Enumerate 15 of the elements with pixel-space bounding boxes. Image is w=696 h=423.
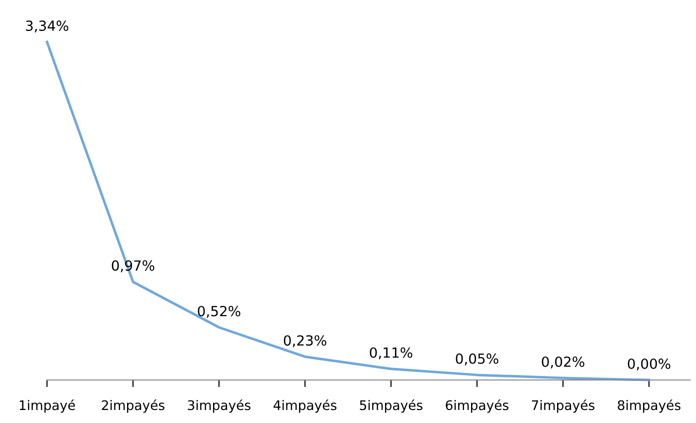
x-tick-label: 4impayés (274, 399, 336, 413)
data-label: 0,52% (198, 306, 240, 318)
x-tick-label: 3impayés (188, 399, 250, 413)
data-label: 0,05% (456, 353, 498, 366)
data-label: 3,34% (26, 20, 68, 32)
data-label: 0,00% (628, 358, 670, 370)
x-tick-label: 6impayés (446, 399, 508, 413)
data-label: 0,23% (284, 335, 326, 348)
data-label: 0,02% (542, 356, 584, 368)
data-label: 0,11% (370, 347, 412, 360)
x-tick-label: 1impayé (20, 399, 75, 413)
x-tick-label: 2impayés (102, 399, 164, 413)
x-tick-label: 5impayés (360, 399, 422, 413)
x-tick-label: 7impayés (532, 399, 594, 413)
x-tick-label: 8impayés (618, 399, 680, 413)
